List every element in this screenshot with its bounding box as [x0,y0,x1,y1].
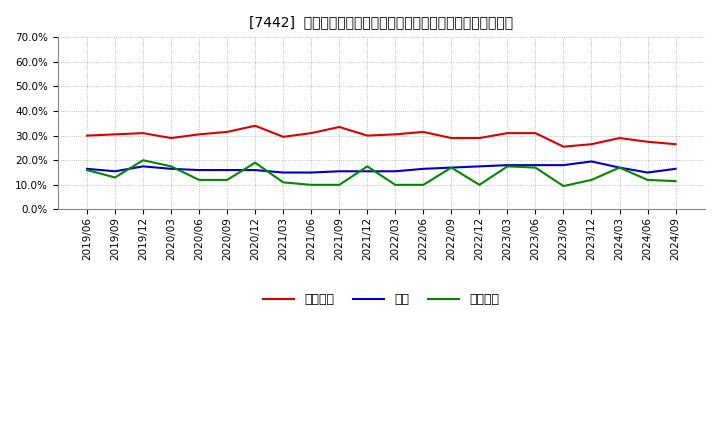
在庫 [195,168,204,173]
売上債権 [419,129,428,135]
在庫 [111,169,120,174]
買入債務 [503,164,512,169]
売上債権 [139,131,148,136]
売上債権 [643,139,652,144]
在庫 [222,168,231,173]
売上債権 [167,136,176,141]
在庫 [251,168,259,173]
Line: 買入債務: 買入債務 [87,160,675,186]
買入債務 [222,177,231,183]
売上債権 [195,132,204,137]
売上債権 [83,133,91,138]
在庫 [559,162,568,168]
売上債権 [615,136,624,141]
売上債権 [559,144,568,149]
売上債権 [391,132,400,137]
買入債務 [279,180,287,185]
売上債権 [503,131,512,136]
売上債権 [279,134,287,139]
在庫 [615,165,624,170]
Title: [7442]  売上債権、在庫、買入債務の総資産に対する比率の推移: [7442] 売上債権、在庫、買入債務の総資産に対する比率の推移 [249,15,513,29]
売上債権 [307,131,315,136]
買入債務 [531,165,540,170]
買入債務 [363,164,372,169]
在庫 [503,162,512,168]
在庫 [363,169,372,174]
在庫 [531,162,540,168]
在庫 [139,164,148,169]
買入債務 [167,164,176,169]
売上債権 [335,125,343,130]
在庫 [167,166,176,172]
売上債権 [222,129,231,135]
Legend: 売上債権, 在庫, 買入債務: 売上債権, 在庫, 買入債務 [258,288,505,311]
在庫 [475,164,484,169]
売上債権 [251,123,259,128]
Line: 在庫: 在庫 [87,161,675,172]
買入債務 [195,177,204,183]
売上債権 [447,136,456,141]
買入債務 [559,183,568,189]
売上債権 [671,142,680,147]
買入債務 [251,160,259,165]
在庫 [447,165,456,170]
売上債権 [588,142,596,147]
買入債務 [83,168,91,173]
在庫 [643,170,652,175]
在庫 [671,166,680,172]
買入債務 [335,182,343,187]
買入債務 [111,175,120,180]
買入債務 [391,182,400,187]
在庫 [588,159,596,164]
Line: 売上債権: 売上債権 [87,126,675,147]
在庫 [419,166,428,172]
買入債務 [671,179,680,184]
買入債務 [307,182,315,187]
売上債権 [363,133,372,138]
在庫 [391,169,400,174]
売上債権 [531,131,540,136]
買入債務 [139,158,148,163]
在庫 [83,166,91,172]
売上債権 [111,132,120,137]
在庫 [335,169,343,174]
買入債務 [447,165,456,170]
在庫 [279,170,287,175]
買入債務 [475,182,484,187]
買入債務 [588,177,596,183]
買入債務 [419,182,428,187]
買入債務 [643,177,652,183]
売上債権 [475,136,484,141]
在庫 [307,170,315,175]
買入債務 [615,165,624,170]
